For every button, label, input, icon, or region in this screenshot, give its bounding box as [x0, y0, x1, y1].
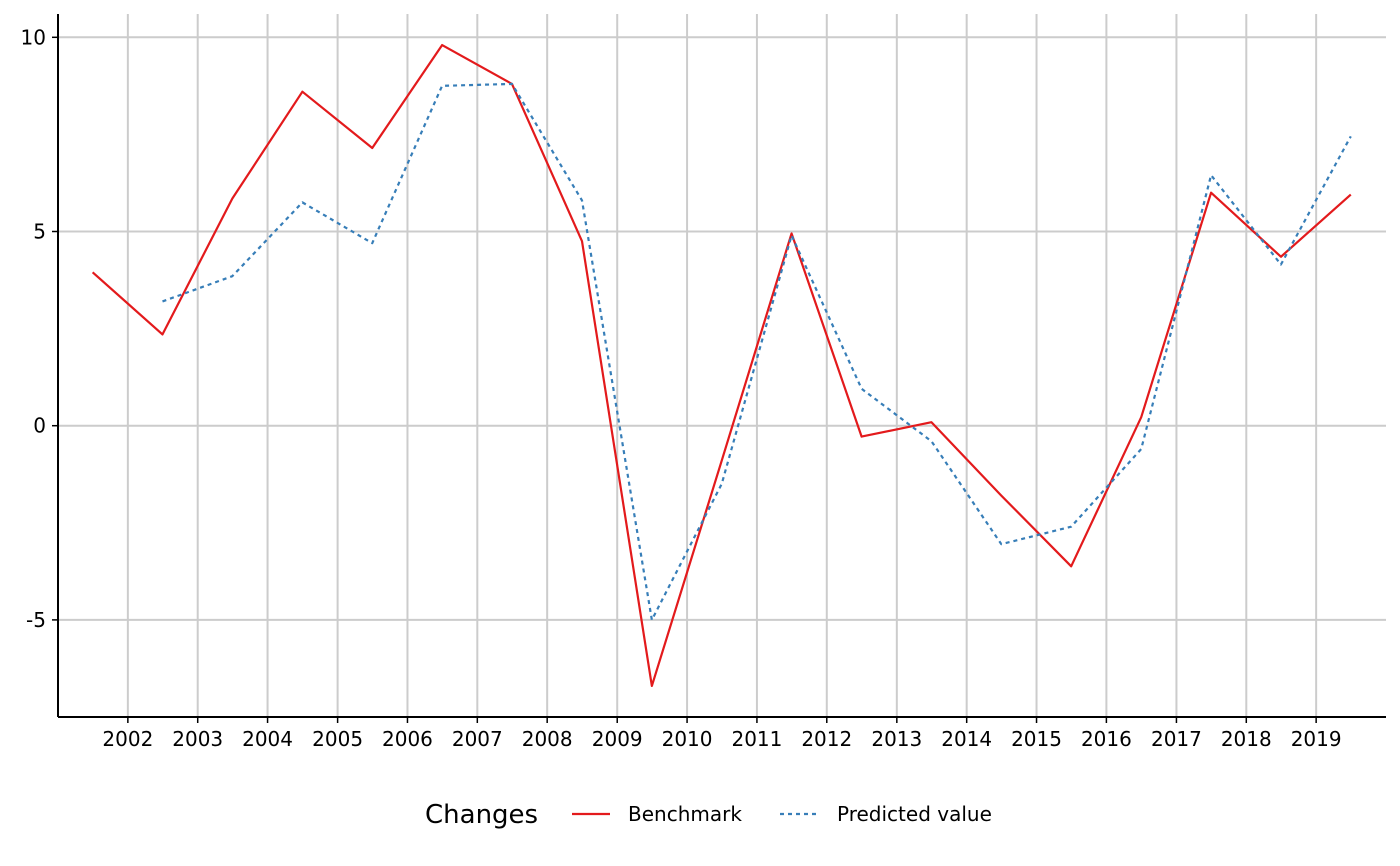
series-lines: [91, 43, 1352, 688]
legend-label-predicted-value: Predicted value: [837, 802, 992, 826]
x-tick-label: 2016: [1081, 727, 1132, 751]
x-tick-label: 2003: [172, 727, 223, 751]
y-tick-label: -5: [26, 608, 46, 632]
x-tick-label: 2017: [1151, 727, 1202, 751]
x-tick-label: 2007: [452, 727, 503, 751]
predicted-value-line: [162, 82, 1352, 622]
y-axis-tick-labels: -5 0 5 10: [21, 25, 46, 632]
x-tick-label: 2008: [522, 727, 573, 751]
y-tick-label: 5: [33, 220, 46, 244]
x-tick-label: 2012: [801, 727, 852, 751]
x-tick-label: 2010: [662, 727, 713, 751]
x-tick-label: 2015: [1011, 727, 1062, 751]
x-tick-label: 2013: [871, 727, 922, 751]
x-tick-label: 2002: [102, 727, 153, 751]
y-tick-label: 0: [33, 414, 46, 438]
x-tick-label: 2005: [312, 727, 363, 751]
x-axis-tick-labels: 2002 2003 2004 2005 2006 2007 2008 2009 2010 2011…: [102, 727, 1341, 751]
x-tick-label: 2011: [731, 727, 782, 751]
y-tick-label: 10: [21, 25, 46, 49]
legend-title: Changes: [425, 800, 538, 830]
x-tick-label: 2014: [941, 727, 992, 751]
legend-label-benchmark: Benchmark: [628, 802, 742, 826]
x-tick-label: 2009: [592, 727, 643, 751]
x-tick-label: 2018: [1221, 727, 1272, 751]
axes: [52, 14, 1386, 723]
legend: Changes Benchmark Predicted value: [425, 800, 992, 830]
benchmark-line: [91, 43, 1352, 688]
grid-lines: [58, 14, 1386, 717]
x-tick-label: 2019: [1291, 727, 1342, 751]
x-tick-label: 2006: [382, 727, 433, 751]
x-tick-label: 2004: [242, 727, 293, 751]
